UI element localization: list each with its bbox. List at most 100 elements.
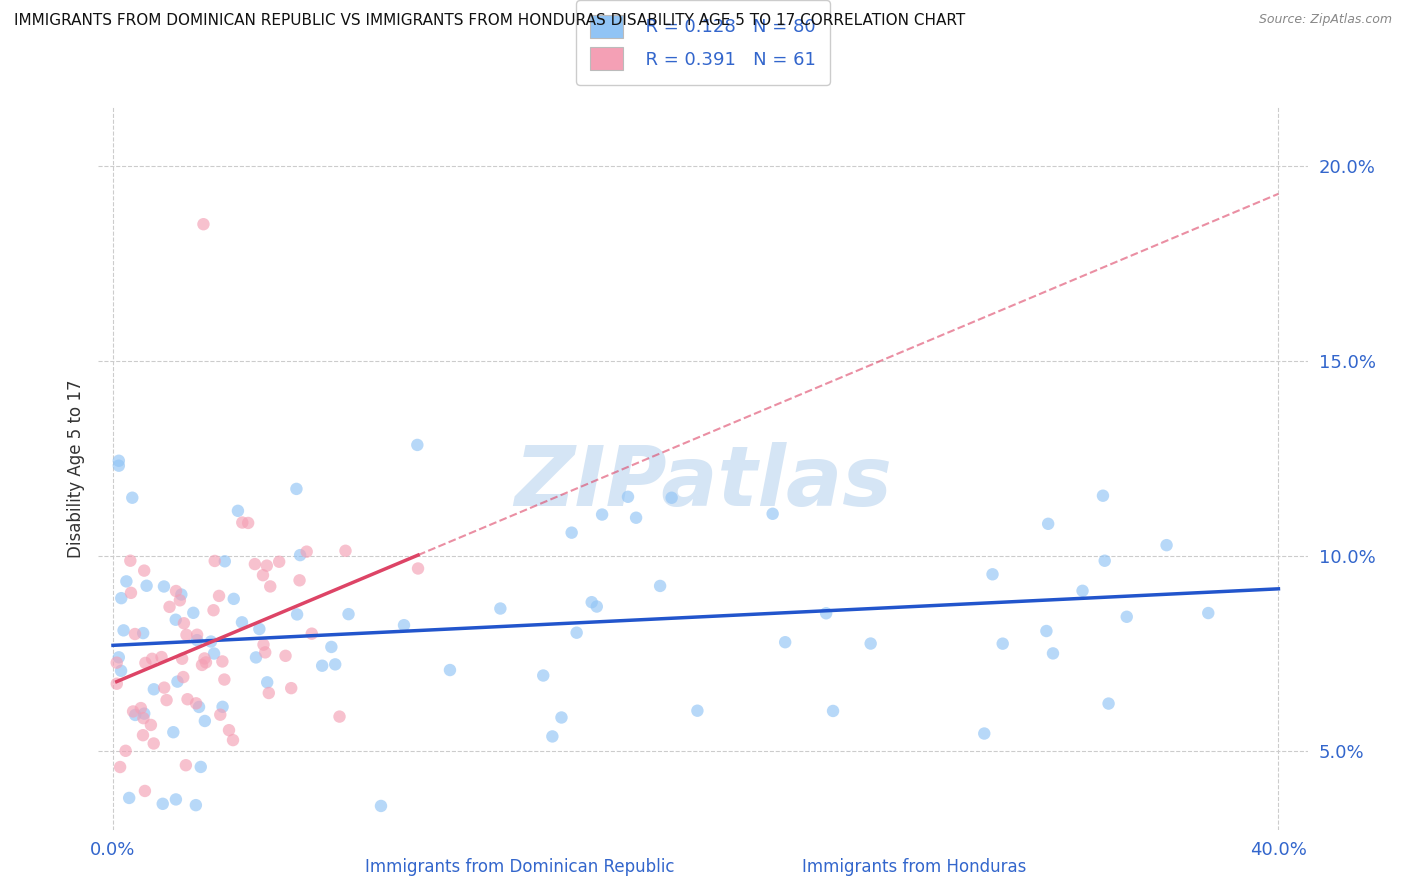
Point: [236, 516, 259, 530]
Point: [370, 799, 392, 814]
Point: [323, 657, 346, 672]
Point: [132, 626, 155, 640]
Point: [252, 638, 274, 652]
Point: [214, 554, 236, 568]
Point: [337, 607, 360, 621]
Point: [121, 491, 143, 505]
Point: [252, 568, 274, 582]
Point: [188, 700, 211, 714]
Point: [170, 588, 193, 602]
Point: [541, 730, 564, 744]
Point: [973, 726, 995, 740]
Point: [624, 510, 647, 524]
Point: [859, 636, 882, 650]
Point: [1115, 609, 1137, 624]
Point: [184, 798, 207, 813]
Point: [231, 516, 253, 530]
Point: [259, 579, 281, 593]
Point: [191, 657, 214, 672]
Point: [150, 650, 173, 665]
Point: [115, 574, 138, 589]
Point: [1197, 606, 1219, 620]
Point: [165, 792, 187, 806]
Point: [406, 438, 429, 452]
Point: [193, 651, 215, 665]
Point: [120, 586, 142, 600]
Point: [285, 482, 308, 496]
Point: [135, 579, 157, 593]
Point: [108, 760, 131, 774]
Point: [162, 725, 184, 739]
Point: [190, 760, 212, 774]
Point: [194, 714, 217, 728]
Point: [155, 693, 177, 707]
Point: [132, 711, 155, 725]
Point: [105, 656, 128, 670]
Point: [153, 681, 176, 695]
Point: [211, 699, 233, 714]
Point: [193, 217, 215, 231]
Point: [214, 673, 236, 687]
Point: [591, 508, 613, 522]
Point: [981, 567, 1004, 582]
Y-axis label: Disability Age 5 to 17: Disability Age 5 to 17: [66, 379, 84, 558]
Point: [288, 574, 311, 588]
Point: [174, 758, 197, 772]
Point: [208, 589, 231, 603]
Point: [254, 645, 277, 659]
Point: [141, 652, 163, 666]
Point: [134, 784, 156, 798]
Point: [247, 622, 270, 636]
Text: ZIPatlas: ZIPatlas: [515, 442, 891, 524]
Point: [489, 601, 512, 615]
Point: [110, 591, 132, 606]
Point: [243, 557, 266, 571]
Point: [295, 544, 318, 558]
Point: [202, 603, 225, 617]
Point: [1042, 647, 1064, 661]
Point: [124, 627, 146, 641]
Point: [257, 686, 280, 700]
Text: Immigrants from Dominican Republic: Immigrants from Dominican Republic: [366, 858, 675, 876]
Point: [142, 682, 165, 697]
Point: [172, 670, 194, 684]
Point: [184, 696, 207, 710]
Point: [142, 737, 165, 751]
Point: [773, 635, 796, 649]
Point: [176, 692, 198, 706]
Point: [181, 606, 204, 620]
Point: [153, 579, 176, 593]
Point: [585, 599, 607, 614]
Point: [172, 652, 194, 666]
Point: [226, 504, 249, 518]
Point: [280, 681, 302, 695]
Point: [565, 625, 588, 640]
Point: [561, 525, 583, 540]
Point: [110, 664, 132, 678]
Point: [231, 615, 253, 630]
Point: [222, 733, 245, 747]
Point: [256, 558, 278, 573]
Text: IMMIGRANTS FROM DOMINICAN REPUBLIC VS IMMIGRANTS FROM HONDURAS DISABILITY AGE 5 : IMMIGRANTS FROM DOMINICAN REPUBLIC VS IM…: [14, 13, 966, 29]
Point: [134, 656, 156, 670]
Point: [581, 595, 603, 609]
Legend:   R = 0.128   N = 80,   R = 0.391   N = 61: R = 0.128 N = 80, R = 0.391 N = 61: [576, 1, 830, 85]
Point: [531, 668, 554, 682]
Point: [1071, 583, 1094, 598]
Point: [222, 591, 245, 606]
Point: [173, 616, 195, 631]
Point: [661, 491, 683, 505]
Text: Immigrants from Honduras: Immigrants from Honduras: [801, 858, 1026, 876]
Point: [165, 584, 187, 599]
Point: [321, 640, 343, 654]
Point: [152, 797, 174, 811]
Point: [211, 655, 233, 669]
Point: [120, 554, 142, 568]
Point: [200, 634, 222, 648]
Point: [311, 658, 333, 673]
Point: [1036, 516, 1059, 531]
Point: [194, 656, 217, 670]
Point: [169, 593, 191, 607]
Point: [124, 708, 146, 723]
Point: [335, 543, 357, 558]
